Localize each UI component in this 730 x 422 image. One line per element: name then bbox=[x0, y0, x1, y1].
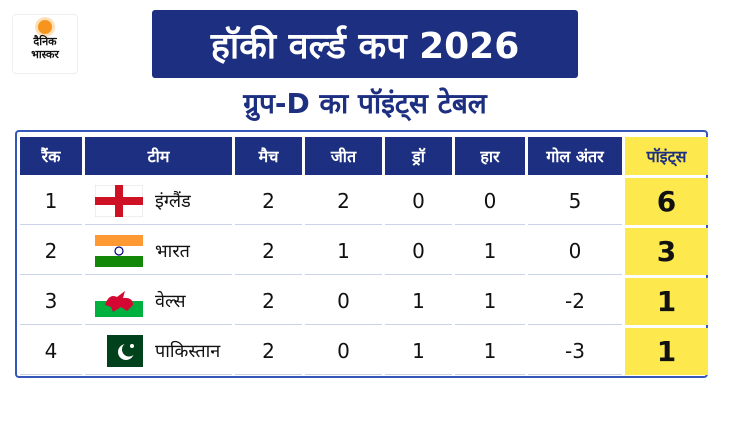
logo-text: भास्कर bbox=[31, 48, 59, 61]
points-cell: 3 bbox=[625, 228, 708, 275]
cell: -2 bbox=[528, 278, 622, 325]
header-cell: ड्रॉ bbox=[385, 137, 452, 175]
points-table: रैंक टीम मैच जीत ड्रॉ हार गोल अंतर पॉइंट्स 1 इंग्… bbox=[15, 130, 708, 378]
points-cell: 1 bbox=[625, 328, 708, 375]
cell: 0 bbox=[305, 328, 382, 375]
cell: 2 bbox=[20, 228, 82, 275]
team-cell: पाकिस्तान bbox=[85, 328, 232, 375]
logo-sun bbox=[38, 20, 52, 34]
header-cell: टीम bbox=[85, 137, 232, 175]
header-cell: रैंक bbox=[20, 137, 82, 175]
cell: 4 bbox=[20, 328, 82, 375]
points-cell: 1 bbox=[625, 278, 708, 325]
flag bbox=[95, 185, 143, 217]
team-name: भारत bbox=[155, 241, 190, 262]
logo: दैनिक भास्कर bbox=[12, 14, 78, 74]
header-cell: पॉइंट्स bbox=[625, 137, 708, 175]
cell: 1 bbox=[20, 178, 82, 225]
flag bbox=[95, 335, 143, 367]
team-cell: वेल्स bbox=[85, 278, 232, 325]
header-cell: जीत bbox=[305, 137, 382, 175]
cell: 0 bbox=[455, 178, 525, 225]
cell: 5 bbox=[528, 178, 622, 225]
cell: 2 bbox=[235, 328, 302, 375]
cell: 2 bbox=[235, 228, 302, 275]
cell: 1 bbox=[385, 278, 452, 325]
cell: 2 bbox=[305, 178, 382, 225]
cell: 0 bbox=[385, 228, 452, 275]
cell: 1 bbox=[305, 228, 382, 275]
title: हॉकी वर्ल्ड कप 2026 bbox=[152, 10, 578, 78]
cell: 3 bbox=[20, 278, 82, 325]
logo-text: दैनिक bbox=[33, 35, 57, 48]
team-name: पाकिस्तान bbox=[155, 341, 221, 362]
team-cell: भारत bbox=[85, 228, 232, 275]
header-cell: मैच bbox=[235, 137, 302, 175]
team-name: इंग्लैंड bbox=[155, 191, 191, 212]
team-name: वेल्स bbox=[155, 291, 186, 312]
header-cell: हार bbox=[455, 137, 525, 175]
flag bbox=[95, 235, 143, 267]
cell: 0 bbox=[305, 278, 382, 325]
cell: 1 bbox=[455, 328, 525, 375]
points-cell: 6 bbox=[625, 178, 708, 225]
cell: 1 bbox=[385, 328, 452, 375]
cell: 2 bbox=[235, 178, 302, 225]
cell: 1 bbox=[455, 228, 525, 275]
header-cell: गोल अंतर bbox=[528, 137, 622, 175]
cell: -3 bbox=[528, 328, 622, 375]
cell: 0 bbox=[528, 228, 622, 275]
flag bbox=[95, 285, 143, 317]
cell: 0 bbox=[385, 178, 452, 225]
subtitle: ग्रुप-D का पॉइंट्स टेबल bbox=[243, 87, 487, 120]
team-cell: इंग्लैंड bbox=[85, 178, 232, 225]
cell: 1 bbox=[455, 278, 525, 325]
cell: 2 bbox=[235, 278, 302, 325]
